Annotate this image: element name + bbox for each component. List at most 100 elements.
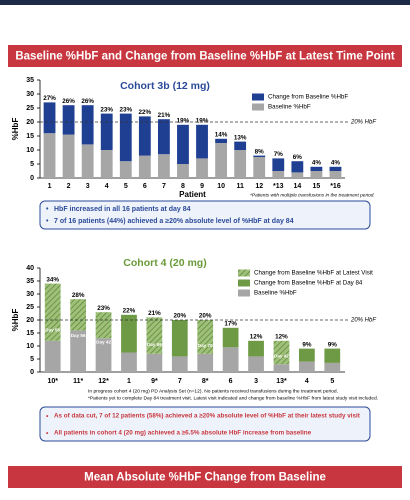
bar-segment <box>291 172 304 178</box>
bar-segment <box>157 154 170 178</box>
bullet: • <box>46 430 49 437</box>
bar-segment <box>138 116 151 156</box>
summary-text: All patients in cohort 4 (20 mg) achieve… <box>54 430 312 437</box>
bar-segment <box>43 133 56 178</box>
bar-segment <box>291 161 304 173</box>
bar-segment <box>196 124 208 159</box>
bar-segment <box>298 361 315 372</box>
bullet: • <box>46 218 49 225</box>
bar-segment <box>121 352 137 372</box>
x-axis-title: Patient <box>179 190 206 199</box>
total-label: 23% <box>100 106 113 113</box>
y-tick-label: 0 <box>30 369 34 376</box>
x-tick-label: 7 <box>162 183 166 190</box>
x-tick-label: 9* <box>151 378 158 385</box>
total-label: 19% <box>177 117 190 124</box>
x-tick-label: 8* <box>202 378 209 385</box>
legend-label: Change from Baseline %HbF at Day 84 <box>254 280 363 287</box>
x-tick-label: 11* <box>73 378 83 385</box>
y-tick-label: 10 <box>26 343 34 350</box>
bar-segment <box>197 353 214 372</box>
x-tick-label: 12* <box>98 378 109 385</box>
header-bar <box>8 45 402 67</box>
legend-label: Baseline %HbF <box>254 290 297 297</box>
bar-segment <box>324 362 341 372</box>
footnote: In progress cohort 4 (20 mg) PD Analysis… <box>88 388 338 394</box>
bar-segment <box>81 144 94 178</box>
x-tick-label: 12 <box>255 183 263 190</box>
total-label: 22% <box>139 109 152 116</box>
bar-segment <box>100 150 113 178</box>
bar-segment <box>310 166 323 171</box>
x-tick-label: 1 <box>127 378 131 385</box>
summary-text: 7 of 16 patients (44%) achieved a ≥20% a… <box>54 218 294 225</box>
x-tick-label: 6 <box>229 378 233 385</box>
bar-segment <box>81 105 94 145</box>
x-tick-label: 9 <box>200 183 204 190</box>
bar-segment <box>215 143 228 178</box>
bullet: • <box>46 413 49 420</box>
reference-label: 20% HbF <box>350 120 376 126</box>
x-tick-label: 6 <box>143 183 147 190</box>
bullet: • <box>46 206 49 213</box>
bar-segment <box>222 347 239 372</box>
total-label: 26% <box>81 98 94 105</box>
total-label: 12% <box>250 333 263 340</box>
summary-text: HbF increased in all 16 patients at day … <box>54 206 191 213</box>
bar-segment <box>324 348 341 363</box>
bar-segment <box>171 320 188 357</box>
x-tick-label: 11 <box>236 183 244 190</box>
x-tick-label: 4 <box>305 378 309 385</box>
bar-note: Day 42 <box>96 339 111 344</box>
y-axis-title: %HbF <box>11 118 20 141</box>
total-label: 21% <box>148 310 161 317</box>
y-tick-label: 15 <box>26 330 34 337</box>
legend-swatch <box>238 279 250 287</box>
bar-segment <box>273 364 290 372</box>
x-tick-label: 5 <box>124 183 128 190</box>
bar-segment <box>215 138 228 143</box>
bar-segment <box>253 155 266 157</box>
total-label: 17% <box>224 320 237 327</box>
bar-segment <box>248 356 264 372</box>
y-tick-label: 40 <box>26 265 34 272</box>
y-tick-label: 30 <box>26 91 34 98</box>
footnote: *Patients with multiple transfusions in … <box>250 192 375 198</box>
x-tick-label: 8 <box>181 183 185 190</box>
chart-title: Cohort 3b (12 mg) <box>120 80 210 92</box>
bar-segment <box>272 171 285 178</box>
bar-segment <box>146 353 163 372</box>
total-label: 23% <box>97 305 110 312</box>
x-tick-label: 5 <box>330 378 334 385</box>
bar-segment <box>44 340 61 372</box>
bar-note: Day 70 <box>198 343 213 348</box>
x-tick-label: 7 <box>178 378 182 385</box>
total-label: 26% <box>62 98 75 105</box>
total-label: 27% <box>43 95 56 102</box>
x-tick-label: 10 <box>217 183 225 190</box>
bar-segment <box>272 158 285 171</box>
y-tick-label: 35 <box>26 77 34 84</box>
bar-segment <box>234 141 247 150</box>
bar-segment <box>234 150 247 178</box>
bar-segment <box>157 119 170 155</box>
bar-segment <box>196 158 208 178</box>
y-tick-label: 30 <box>26 291 34 298</box>
y-tick-label: 25 <box>26 105 34 112</box>
total-label: 9% <box>328 341 338 348</box>
y-tick-label: 10 <box>26 147 34 154</box>
bar-segment <box>119 113 132 162</box>
x-tick-label: 2 <box>67 183 71 190</box>
bar-segment <box>70 299 87 331</box>
legend-swatch <box>252 93 264 101</box>
bar-note: Day 56 <box>147 342 162 347</box>
legend-label: Change from Baseline %HbF <box>268 94 348 101</box>
legend-swatch <box>252 103 264 111</box>
total-label: 21% <box>158 112 171 119</box>
y-tick-label: 5 <box>30 161 34 168</box>
summary-box <box>39 406 371 442</box>
y-tick-label: 20 <box>26 119 34 126</box>
header-title: Baseline %HbF and Change from Baseline %… <box>15 51 395 63</box>
bar-segment <box>62 105 75 135</box>
x-tick-label: 3 <box>254 378 258 385</box>
